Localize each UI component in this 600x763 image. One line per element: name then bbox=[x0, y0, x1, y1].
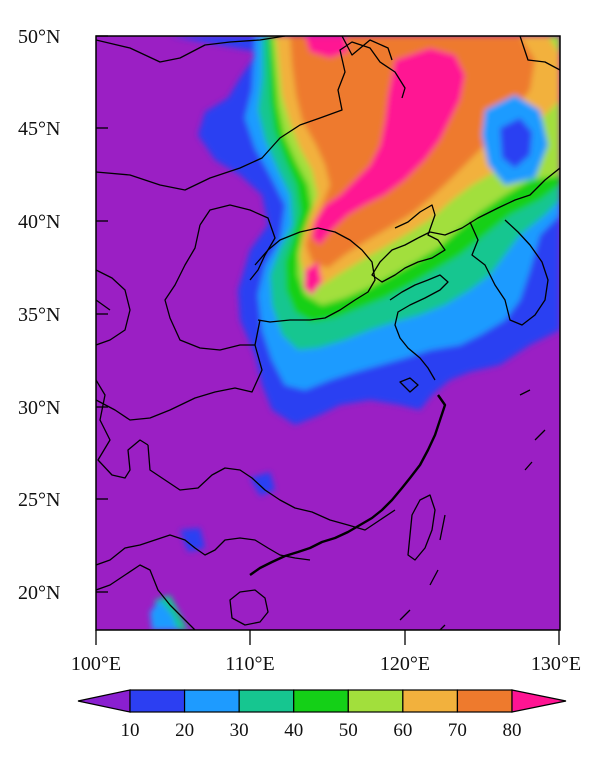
southeast-coastline bbox=[249, 394, 447, 576]
lon-label-120: 120°E bbox=[380, 653, 430, 675]
ne-china-korea-border bbox=[417, 167, 560, 239]
east-islands bbox=[429, 389, 546, 586]
south-china-sea-lines bbox=[399, 609, 446, 630]
lat-label-45: 45°N bbox=[18, 118, 60, 140]
lon-label-110: 110°E bbox=[225, 653, 274, 675]
lat-label-35: 35°N bbox=[18, 304, 60, 326]
northeast-border bbox=[341, 36, 560, 71]
colorbar-extend-high bbox=[511, 689, 567, 713]
lon-axis bbox=[95, 630, 560, 645]
lat-label-25: 25°N bbox=[18, 489, 60, 511]
colorbar-swatch bbox=[293, 689, 349, 713]
colorbar-tick-label: 50 bbox=[339, 720, 358, 741]
sichuan-boundary bbox=[147, 444, 396, 531]
colorbar-swatch bbox=[129, 689, 186, 713]
colorbar-tick-label: 10 bbox=[121, 720, 140, 741]
colorbar-swatch bbox=[238, 689, 295, 713]
colorbar-swatch bbox=[347, 689, 404, 713]
taiwan-island bbox=[407, 494, 436, 561]
contour-patch-sw bbox=[250, 472, 275, 496]
colorbar-labels: 10 20 30 40 50 60 70 80 bbox=[121, 720, 522, 741]
colorbar-tick-label: 30 bbox=[230, 720, 249, 741]
vietnam-coast bbox=[96, 564, 196, 630]
colorbar-extend-low bbox=[77, 689, 131, 713]
lat-label-40: 40°N bbox=[18, 211, 60, 233]
bohai-coast bbox=[371, 204, 446, 283]
mongolia-border-north bbox=[96, 36, 286, 63]
colorbar bbox=[77, 689, 567, 713]
qinghai-boundary bbox=[199, 204, 276, 281]
lat-label-30: 30°N bbox=[18, 397, 60, 419]
contour-patch-bottom-2 bbox=[150, 600, 178, 630]
contour-band-max-3 bbox=[304, 262, 322, 295]
central-boundary bbox=[96, 319, 263, 421]
west-boundary-2 bbox=[96, 299, 149, 479]
contour-patch-south bbox=[180, 528, 205, 552]
south-boundary bbox=[96, 534, 311, 566]
colorbar-swatch bbox=[402, 689, 459, 713]
colorbar-tick-label: 20 bbox=[175, 720, 194, 741]
lat-label-20: 20°N bbox=[18, 582, 60, 604]
west-boundary-1 bbox=[96, 269, 131, 346]
lat-label-50: 50°N bbox=[18, 26, 60, 48]
boundary-lines bbox=[96, 36, 560, 630]
korea-coast bbox=[469, 219, 549, 326]
mongolia-border bbox=[96, 41, 406, 191]
lon-label-100: 100°E bbox=[71, 653, 121, 675]
contour-fill-layer bbox=[150, 36, 560, 630]
colorbar-swatch bbox=[456, 689, 513, 713]
contour-pocket-ne-3 bbox=[500, 118, 532, 168]
yangtze-lake bbox=[399, 377, 419, 393]
shandong-coast bbox=[389, 274, 449, 381]
contour-band-max bbox=[305, 36, 348, 58]
lon-labels: 100°E 110°E 120°E 130°E bbox=[71, 653, 581, 675]
colorbar-tick-label: 40 bbox=[284, 720, 303, 741]
lon-label-130: 130°E bbox=[531, 653, 581, 675]
map-frame bbox=[95, 35, 561, 631]
colorbar-tick-label: 80 bbox=[503, 720, 522, 741]
lat-labels: 50°N 45°N 40°N 35°N 30°N 25°N 20°N bbox=[18, 26, 60, 604]
contour-band-max-2 bbox=[312, 48, 465, 245]
inner-boundary-2 bbox=[164, 224, 255, 351]
hainan-island bbox=[229, 589, 269, 626]
colorbar-tick-label: 60 bbox=[393, 720, 412, 741]
colorbar-tick-label: 70 bbox=[448, 720, 467, 741]
colorbar-swatch bbox=[183, 689, 240, 713]
yellow-river-region bbox=[254, 227, 376, 323]
lat-axis bbox=[96, 35, 108, 593]
map-panel bbox=[96, 36, 560, 630]
